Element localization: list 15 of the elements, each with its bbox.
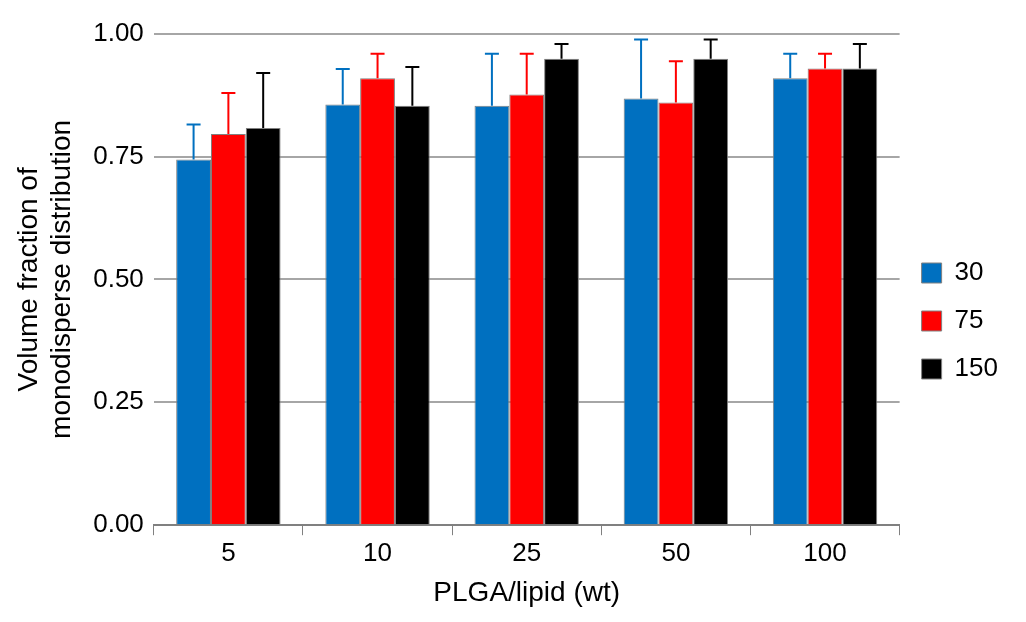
y-tick-label: 0.25 bbox=[93, 385, 144, 416]
legend-label: 75 bbox=[954, 304, 984, 335]
y-tick-label: 0.50 bbox=[93, 262, 144, 293]
x-tick-label: 10 bbox=[363, 536, 393, 567]
x-tick-label: 100 bbox=[803, 536, 847, 567]
y-tick-label: 1.00 bbox=[93, 16, 144, 47]
y-tick-label: 0.00 bbox=[93, 508, 144, 539]
x-tick-label: 50 bbox=[661, 536, 691, 567]
legend-label: 150 bbox=[954, 352, 999, 383]
x-axis-title: PLGA/lipid (wt) bbox=[433, 575, 621, 607]
x-tick-label: 5 bbox=[221, 536, 236, 567]
legend-label: 30 bbox=[954, 256, 984, 287]
y-axis-title: Volume fraction of monodisperse distribution bbox=[11, 119, 77, 439]
x-tick-label: 25 bbox=[512, 536, 542, 567]
y-tick-label: 0.75 bbox=[93, 139, 144, 170]
